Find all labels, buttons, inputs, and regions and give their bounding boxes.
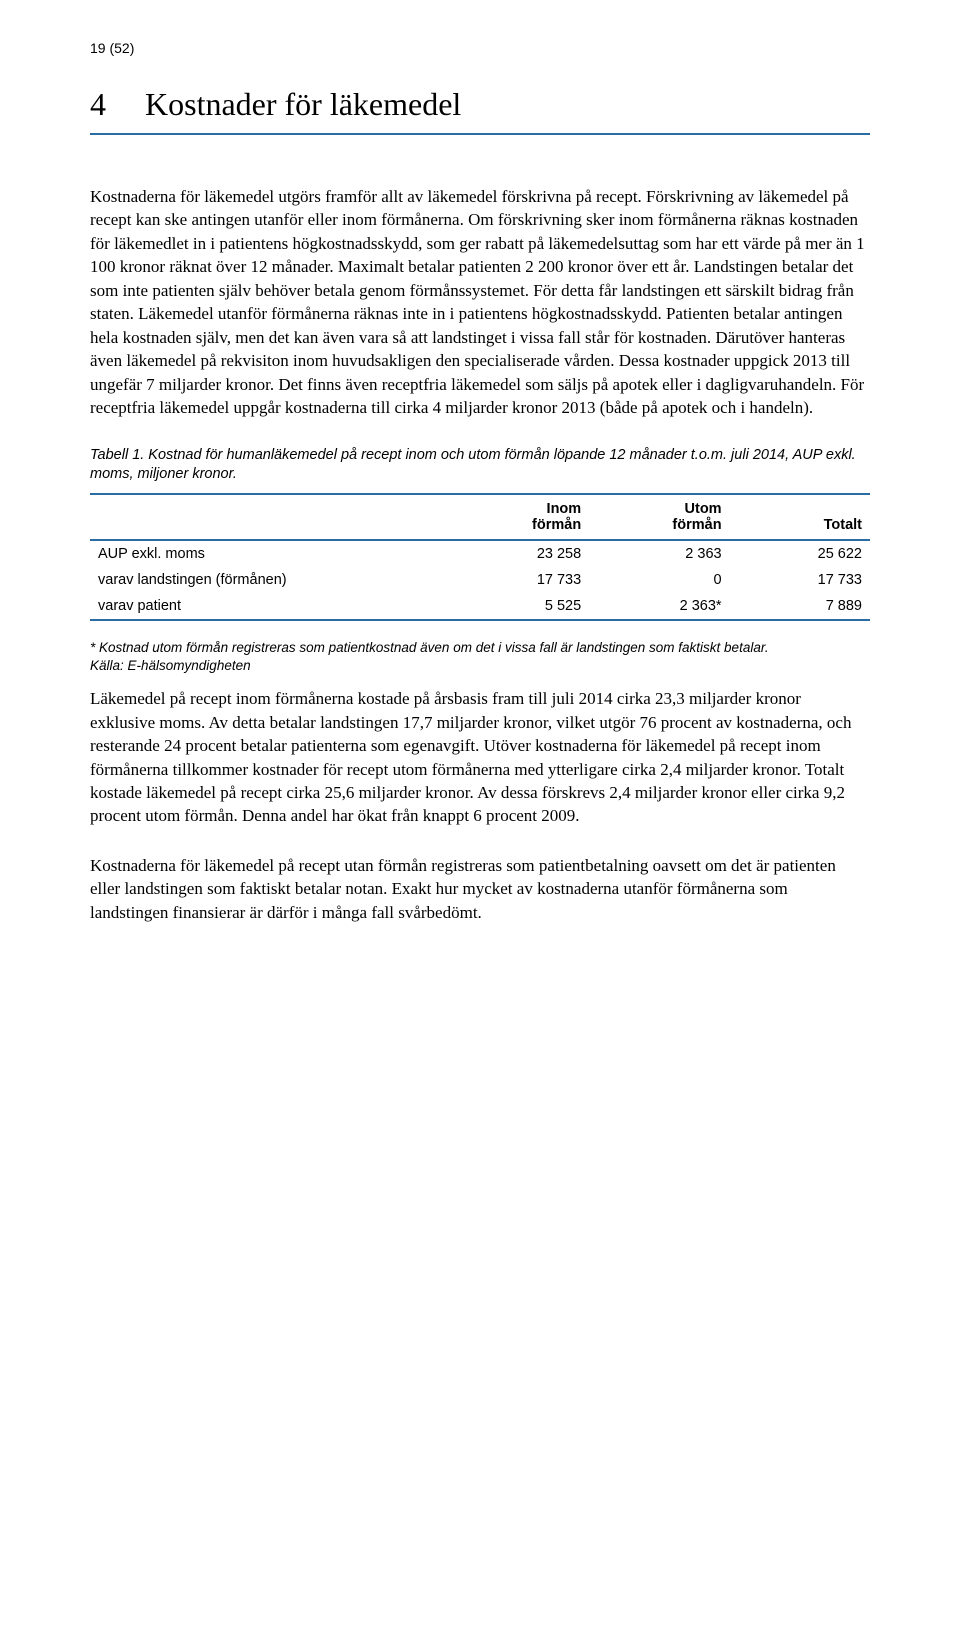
chapter-number: 4 — [90, 86, 145, 123]
cell: 7 889 — [730, 593, 870, 620]
cell: 25 622 — [730, 540, 870, 567]
th-blank — [90, 494, 449, 540]
row-label: varav patient — [90, 593, 449, 620]
row-label: AUP exkl. moms — [90, 540, 449, 567]
th-utom: Utomförmån — [589, 494, 729, 540]
cost-table: Inomförmån Utomförmån Totalt AUP exkl. m… — [90, 493, 870, 621]
table-caption: Tabell 1. Kostnad för humanläkemedel på … — [90, 446, 870, 485]
cell: 23 258 — [449, 540, 589, 567]
th-inom: Inomförmån — [449, 494, 589, 540]
cell: 5 525 — [449, 593, 589, 620]
chapter-title: Kostnader för läkemedel — [145, 86, 461, 122]
cell: 2 363* — [589, 593, 729, 620]
page-number: 19 (52) — [90, 40, 870, 56]
row-label: varav landstingen (förmånen) — [90, 567, 449, 593]
chapter-heading: 4Kostnader för läkemedel — [90, 86, 870, 135]
intro-paragraph: Kostnaderna för läkemedel utgörs framför… — [90, 185, 870, 420]
table-header-row: Inomförmån Utomförmån Totalt — [90, 494, 870, 540]
cell: 17 733 — [449, 567, 589, 593]
analysis-paragraph-1: Läkemedel på recept inom förmånerna kost… — [90, 687, 870, 828]
table-row: varav landstingen (förmånen) 17 733 0 17… — [90, 567, 870, 593]
analysis-paragraph-2: Kostnaderna för läkemedel på recept utan… — [90, 854, 870, 924]
th-totalt: Totalt — [730, 494, 870, 540]
table-source: Källa: E-hälsomyndigheten — [90, 658, 870, 673]
table-row: AUP exkl. moms 23 258 2 363 25 622 — [90, 540, 870, 567]
table-row: varav patient 5 525 2 363* 7 889 — [90, 593, 870, 620]
table-footnote: * Kostnad utom förmån registreras som pa… — [90, 639, 870, 657]
cell: 17 733 — [730, 567, 870, 593]
cell: 0 — [589, 567, 729, 593]
cell: 2 363 — [589, 540, 729, 567]
